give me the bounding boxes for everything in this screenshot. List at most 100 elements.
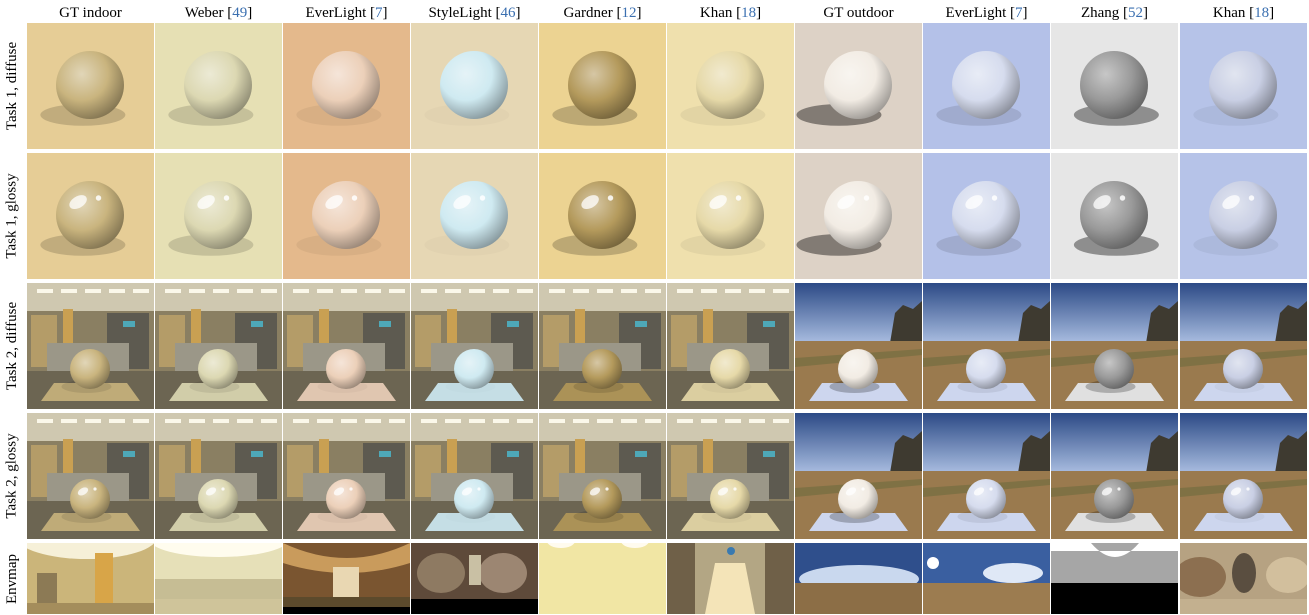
specular-highlight: [1230, 487, 1242, 496]
ground-plane: [425, 383, 524, 401]
sphere: [56, 181, 124, 249]
sphere: [582, 349, 622, 389]
column-header: Gardner [12]: [539, 3, 666, 23]
render-image: [1180, 283, 1307, 409]
column-label: StyleLight: [428, 5, 492, 21]
specular-highlight: [1101, 487, 1113, 496]
specular-highlight: [223, 195, 230, 201]
envmap-image: [411, 543, 538, 614]
column-header: EverLight [7]: [923, 3, 1050, 23]
column-header: Weber [49]: [155, 3, 282, 23]
row-label: Task 1, glossy: [4, 173, 21, 259]
render-image: [539, 23, 666, 149]
specular-highlight: [93, 487, 97, 491]
sphere: [710, 349, 750, 389]
citation: [46]: [491, 5, 521, 21]
sphere: [312, 51, 380, 119]
specular-highlight: [861, 487, 865, 491]
sphere: [440, 181, 508, 249]
sphere: [582, 479, 622, 519]
ground-plane: [681, 513, 780, 531]
citation: [52]: [1119, 5, 1149, 21]
render-image: [1051, 23, 1178, 149]
specular-highlight: [1093, 195, 1111, 209]
envmap-image: [539, 543, 666, 614]
render-image: [1051, 283, 1178, 409]
render-image: [155, 153, 282, 279]
envmap-image: [283, 543, 410, 614]
specular-highlight: [1248, 195, 1255, 201]
specular-highlight: [205, 487, 217, 496]
specular-highlight: [989, 487, 993, 491]
sphere: [1223, 349, 1263, 389]
render-image: [27, 283, 154, 409]
column-header: GT outdoor: [795, 3, 922, 23]
specular-highlight: [991, 195, 998, 201]
sphere: [952, 181, 1020, 249]
row-header: Task 1, glossy: [0, 153, 24, 279]
envmap-image: [27, 543, 154, 614]
row-header: Task 1, diffuse: [0, 23, 24, 149]
citation: [7]: [366, 5, 388, 21]
ground-plane: [425, 513, 524, 531]
column-header: EverLight [7]: [283, 3, 410, 23]
specular-highlight: [1246, 487, 1250, 491]
column-header: StyleLight [46]: [411, 3, 538, 23]
row-label: Task 2, diffuse: [4, 301, 20, 391]
row-label: Envmap: [4, 553, 20, 604]
render-image: [795, 283, 922, 409]
specular-highlight: [965, 195, 983, 209]
column-header: Khan [18]: [667, 3, 794, 23]
sphere: [696, 181, 764, 249]
render-image: [27, 153, 154, 279]
render-image: [539, 413, 666, 539]
sphere: [952, 51, 1020, 119]
sphere: [696, 51, 764, 119]
specular-highlight: [837, 195, 855, 209]
ground-plane: [937, 513, 1036, 531]
sphere: [1223, 479, 1263, 519]
specular-highlight: [581, 195, 599, 209]
sphere: [824, 181, 892, 249]
column-label: EverLight: [305, 5, 367, 21]
sphere: [966, 479, 1006, 519]
envmap-image: [667, 543, 794, 614]
column-label: Weber: [184, 5, 224, 21]
row-header: Task 2, glossy: [0, 413, 24, 539]
envmap-image: [155, 543, 282, 614]
sphere: [454, 479, 494, 519]
column-label: GT outdoor: [823, 5, 894, 21]
ground-plane: [809, 383, 908, 401]
ground-plane: [41, 383, 140, 401]
specular-highlight: [733, 487, 737, 491]
sphere: [710, 479, 750, 519]
column-header: Zhang [52]: [1051, 3, 1178, 23]
specular-highlight: [479, 195, 486, 201]
sphere: [1080, 181, 1148, 249]
render-image: [795, 23, 922, 149]
specular-highlight: [1222, 195, 1240, 209]
column-header: Khan [18]: [1180, 3, 1307, 23]
render-image: [411, 413, 538, 539]
specular-highlight: [197, 195, 215, 209]
ground-plane: [553, 383, 652, 401]
specular-highlight: [349, 487, 353, 491]
row-label: Task 1, diffuse: [4, 41, 20, 131]
render-image: [667, 153, 794, 279]
sphere: [70, 479, 110, 519]
column-header: GT indoor: [27, 3, 154, 23]
specular-highlight: [1119, 195, 1126, 201]
ground-plane: [1194, 383, 1293, 401]
sphere: [440, 51, 508, 119]
render-image: [155, 23, 282, 149]
render-image: [795, 153, 922, 279]
row-header: Envmap: [0, 543, 24, 614]
render-image: [27, 23, 154, 149]
sphere: [198, 349, 238, 389]
envmap-image: [923, 543, 1050, 614]
ground-plane: [169, 383, 268, 401]
citation: [7]: [1006, 5, 1028, 21]
citation: [18]: [1245, 5, 1275, 21]
render-image: [1051, 153, 1178, 279]
sphere: [184, 51, 252, 119]
